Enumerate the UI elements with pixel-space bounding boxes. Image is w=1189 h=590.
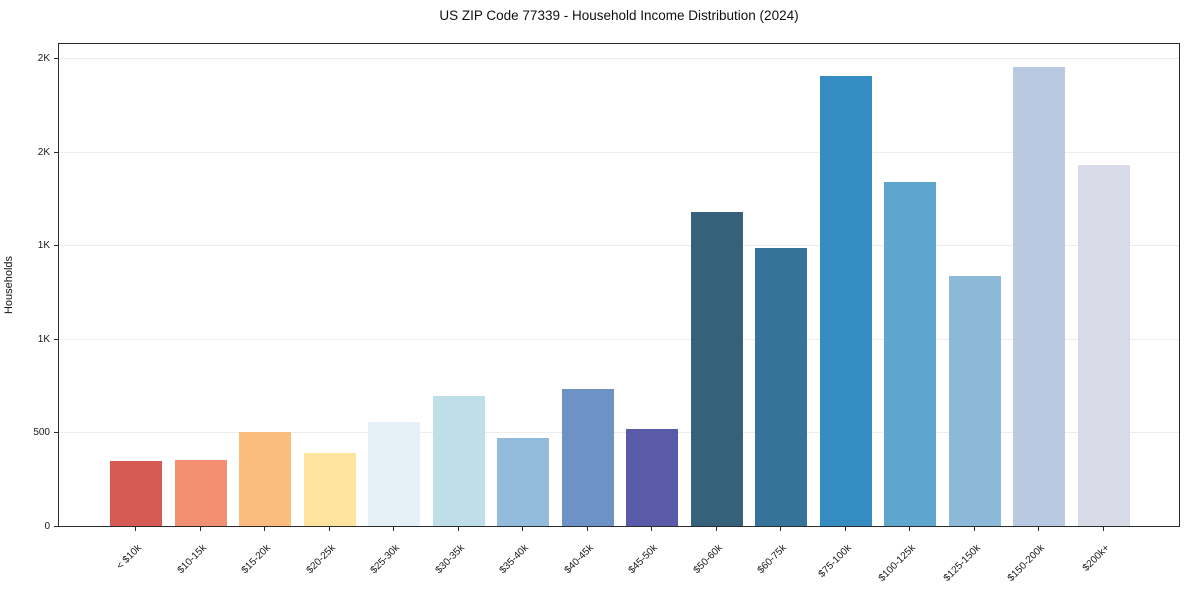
x-tick-label: $15-20k	[239, 542, 273, 576]
x-tick-mark	[844, 527, 846, 531]
x-tick-label: $75-100k	[816, 542, 854, 580]
x-tick-label: $20-25k	[304, 542, 338, 576]
bar-$150-200k	[1013, 67, 1066, 526]
x-tick-mark	[264, 527, 266, 531]
x-tick-label: $45-50k	[626, 542, 661, 576]
bar-$125-150k	[948, 276, 1001, 526]
y-tick-mark	[54, 245, 58, 247]
bar-$75-100k	[819, 75, 872, 526]
gridline	[59, 338, 1179, 340]
x-tick-label: $50-60k	[691, 542, 725, 576]
x-tick-label: $35-40k	[497, 542, 532, 576]
bar-$35-40k	[497, 438, 550, 526]
gridline	[59, 245, 1179, 247]
gridline	[59, 151, 1179, 153]
bar-$200k+	[1078, 164, 1130, 526]
x-tick-label: $30-35k	[433, 542, 467, 576]
y-tick-mark	[54, 151, 58, 153]
chart-title: US ZIP Code 77339 - Household Income Dis…	[439, 8, 799, 23]
bar-$10-15k	[174, 459, 227, 526]
x-tick-mark	[1038, 527, 1040, 531]
bar-$15-20k	[239, 432, 292, 526]
x-tick-mark	[393, 527, 395, 531]
x-tick-label: $40-45k	[562, 542, 596, 576]
x-tick-label: $10-15k	[175, 542, 209, 576]
x-tick-label: < $10k	[114, 542, 144, 572]
y-tick-label: 1K	[37, 333, 50, 345]
gridline	[59, 432, 1179, 434]
bar-$45-50k	[626, 428, 679, 526]
bar-$30-35k	[432, 395, 485, 526]
x-tick-mark	[457, 527, 459, 531]
y-tick-mark	[54, 58, 58, 60]
y-axis-label: Households	[3, 255, 15, 315]
x-tick-mark	[586, 527, 588, 531]
x-tick-mark	[715, 527, 717, 531]
gridline	[59, 58, 1179, 60]
y-tick-label: 2K	[37, 53, 50, 65]
x-tick-label: $150-200k	[1006, 542, 1048, 584]
y-tick-mark	[54, 432, 58, 434]
y-tick-mark	[54, 526, 58, 527]
bar-$25-30k	[368, 422, 421, 526]
plot-area	[58, 43, 1180, 527]
bar-$50-60k	[690, 211, 743, 526]
x-tick-mark	[1103, 527, 1104, 531]
x-tick-label: $60-75k	[755, 542, 790, 576]
x-tick-mark	[651, 527, 653, 531]
x-tick-label: $200k+	[1080, 542, 1112, 574]
x-tick-label: $100-125k	[877, 542, 919, 584]
y-tick-label: 500	[33, 427, 50, 439]
bar-$60-75k	[755, 248, 808, 526]
x-tick-label: $125-150k	[941, 542, 983, 584]
x-tick-mark	[909, 527, 911, 531]
y-tick-label: 1K	[37, 240, 50, 252]
x-tick-mark	[199, 527, 201, 531]
x-tick-mark	[328, 527, 330, 531]
bar-< $10k	[110, 460, 162, 526]
y-tick-mark	[54, 338, 58, 340]
bar-$100-125k	[884, 181, 937, 526]
bar-$20-25k	[303, 453, 356, 526]
x-tick-mark	[780, 527, 782, 531]
y-tick-label: 0	[44, 521, 50, 532]
x-tick-mark	[135, 527, 136, 531]
x-tick-mark	[973, 527, 975, 531]
bar-$40-45k	[561, 389, 614, 526]
x-tick-label: $25-30k	[368, 542, 403, 576]
y-tick-label: 2K	[37, 146, 50, 158]
x-tick-mark	[522, 527, 524, 531]
